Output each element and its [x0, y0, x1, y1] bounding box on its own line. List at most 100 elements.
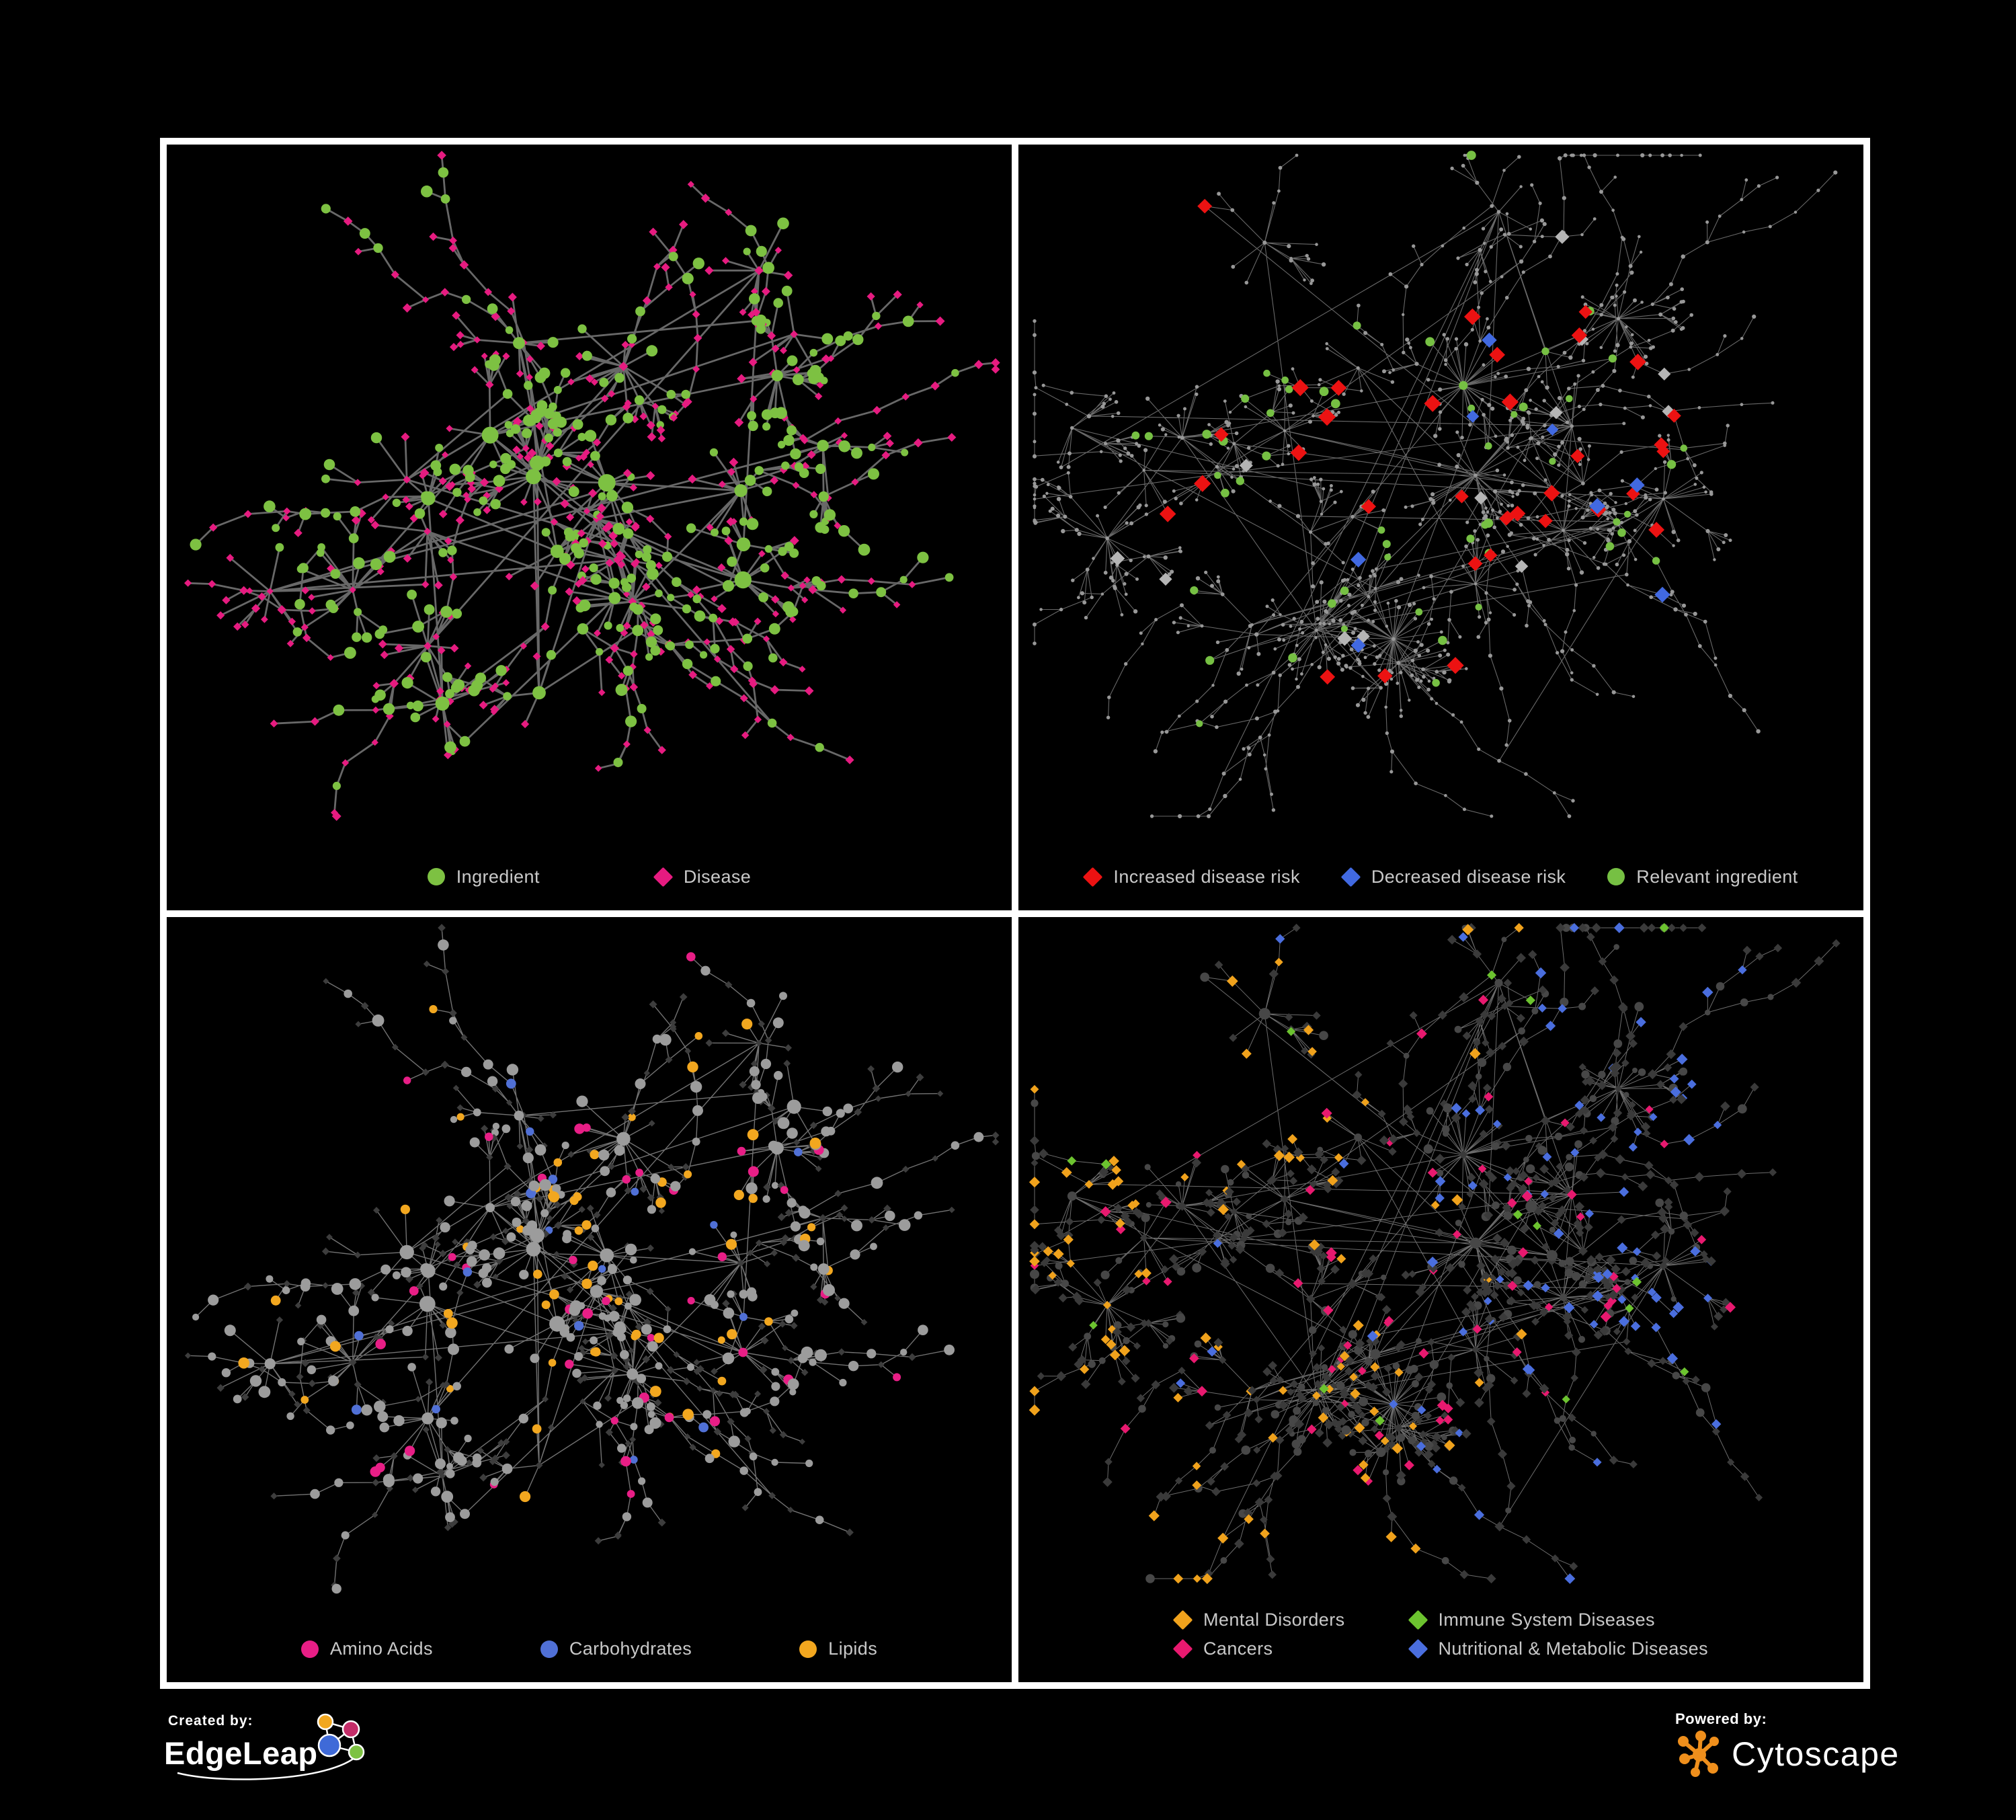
network-node: [1476, 1072, 1482, 1080]
network-node: [435, 1458, 446, 1469]
network-node: [1092, 557, 1095, 560]
network-node: [1244, 1513, 1254, 1524]
network-node: [621, 502, 634, 514]
network-node: [905, 1090, 912, 1097]
network-node: [562, 457, 572, 467]
network-node: [523, 414, 535, 427]
network-node: [1589, 1136, 1597, 1144]
network-node: [1328, 1364, 1336, 1374]
network-node: [1506, 504, 1510, 508]
network-node: [1603, 501, 1607, 506]
network-node: [1598, 957, 1607, 965]
network-node: [1067, 451, 1072, 456]
network-node: [1478, 247, 1482, 252]
network-node: [642, 1497, 653, 1507]
network-node: [1288, 403, 1293, 408]
network-node: [1690, 1228, 1699, 1237]
network-node: [593, 438, 602, 447]
cytoscape-logo: Powered by: Cytoscape: [1675, 1710, 1898, 1777]
network-node: [1496, 1275, 1504, 1283]
network-node: [307, 1365, 317, 1374]
network-node: [478, 1267, 489, 1278]
network-node: [591, 1224, 600, 1232]
network-node: [883, 1204, 891, 1212]
network-node: [1056, 497, 1061, 502]
network-node: [646, 1402, 655, 1411]
network-node: [1348, 666, 1353, 670]
network-node: [781, 285, 793, 296]
network-node: [1630, 1320, 1641, 1331]
network-node: [1584, 1076, 1595, 1086]
network-node: [1080, 1364, 1090, 1374]
network-node: [1503, 978, 1513, 987]
network-node: [1268, 1570, 1277, 1579]
edgeleap-node-green: [348, 1743, 365, 1761]
network-node: [1564, 1268, 1574, 1277]
network-node: [1123, 1337, 1130, 1344]
network-node: [1330, 1264, 1340, 1274]
network-node: [1484, 1355, 1490, 1361]
network-node: [1493, 489, 1498, 493]
network-node: [1323, 1184, 1332, 1193]
network-node: [1053, 1248, 1064, 1259]
network-node: [1554, 1417, 1561, 1424]
network-node: [1112, 391, 1116, 395]
network-node: [622, 1275, 633, 1284]
network-node: [1500, 549, 1506, 554]
network-node: [1662, 460, 1667, 464]
network-node: [504, 1193, 513, 1201]
network-node: [1417, 1405, 1426, 1415]
network-node: [1099, 1166, 1109, 1177]
network-node: [748, 1083, 756, 1091]
network-node: [1319, 1251, 1328, 1260]
network-node: [261, 615, 268, 623]
network-node: [351, 1404, 362, 1415]
network-node: [1137, 444, 1141, 448]
legend-label: Lipids: [828, 1638, 878, 1659]
network-node: [1219, 1355, 1227, 1364]
network-node: [296, 1372, 304, 1380]
network-node: [867, 577, 875, 585]
network-node: [512, 416, 522, 426]
network-node: [1275, 957, 1283, 966]
network-node: [779, 466, 788, 474]
network-node: [1626, 583, 1629, 587]
network-node: [1494, 1138, 1502, 1146]
network-node: [1431, 500, 1436, 505]
network-node: [1347, 1278, 1358, 1289]
network-node: [748, 358, 758, 367]
network-node: [300, 1395, 309, 1404]
network-node: [1553, 452, 1558, 457]
network-node: [1450, 166, 1454, 171]
network-node: [436, 1417, 447, 1428]
network-node: [1229, 1033, 1238, 1042]
network-node: [656, 421, 664, 429]
network-node: [668, 1163, 675, 1171]
network-node: [1539, 1307, 1549, 1316]
network-node: [991, 358, 1000, 368]
network-node: [1386, 1039, 1395, 1047]
network-node: [270, 719, 278, 727]
network-node: [1172, 621, 1176, 625]
network-node: [1666, 295, 1670, 300]
network-node: [974, 360, 983, 369]
network-node: [264, 1357, 276, 1369]
legend-label: Immune System Diseases: [1438, 1610, 1655, 1630]
network-node: [553, 1251, 560, 1257]
network-node: [727, 467, 735, 476]
network-node: [1358, 1366, 1367, 1375]
network-node: [1612, 368, 1617, 373]
network-node: [1418, 1347, 1429, 1359]
network-node: [514, 1189, 522, 1197]
network-node: [741, 1503, 749, 1511]
network-node: [1740, 998, 1748, 1006]
network-node: [901, 448, 909, 457]
network-node: [1610, 532, 1614, 536]
network-node: [429, 232, 438, 241]
network-node: [1241, 394, 1250, 403]
network-node: [1713, 663, 1718, 667]
network-node: [1551, 1554, 1560, 1562]
network-node: [605, 1428, 613, 1436]
legend-item-ingredient: Ingredient: [427, 867, 540, 887]
network-node: [1312, 1399, 1320, 1406]
